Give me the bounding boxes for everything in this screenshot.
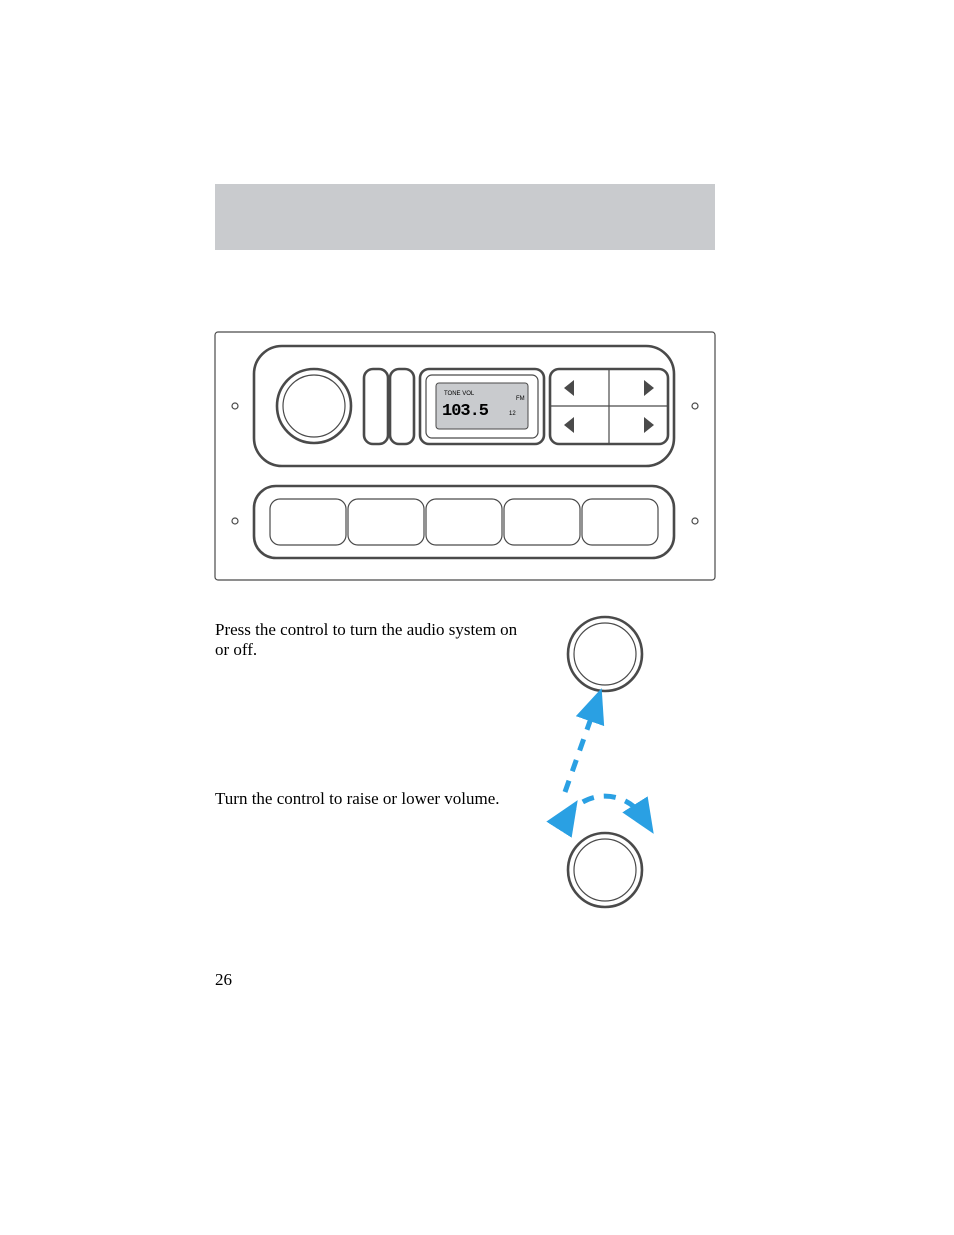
- page-number: 26: [215, 970, 232, 990]
- header-band: [215, 184, 715, 250]
- knob-controls-diagram: [535, 612, 715, 922]
- display-frequency: 103.5: [442, 402, 489, 421]
- display-suffix: 12: [509, 411, 516, 417]
- instruction-turn: Turn the control to raise or lower volum…: [215, 789, 525, 809]
- display-band: FM: [516, 396, 525, 402]
- display-labels: TONE VOL: [444, 391, 475, 397]
- instruction-press: Press the control to turn the audio syst…: [215, 620, 525, 659]
- radio-face-diagram: TONE VOL FM 103.5 12: [214, 331, 716, 581]
